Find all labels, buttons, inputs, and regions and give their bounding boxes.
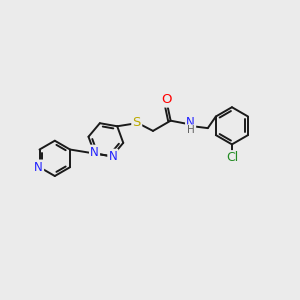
Text: O: O xyxy=(162,93,172,106)
Text: H: H xyxy=(187,125,194,135)
Text: N: N xyxy=(90,146,99,159)
Text: N: N xyxy=(34,161,43,174)
Text: S: S xyxy=(133,116,141,129)
Text: N: N xyxy=(109,150,117,163)
Text: Cl: Cl xyxy=(226,151,238,164)
Text: N: N xyxy=(186,116,195,129)
